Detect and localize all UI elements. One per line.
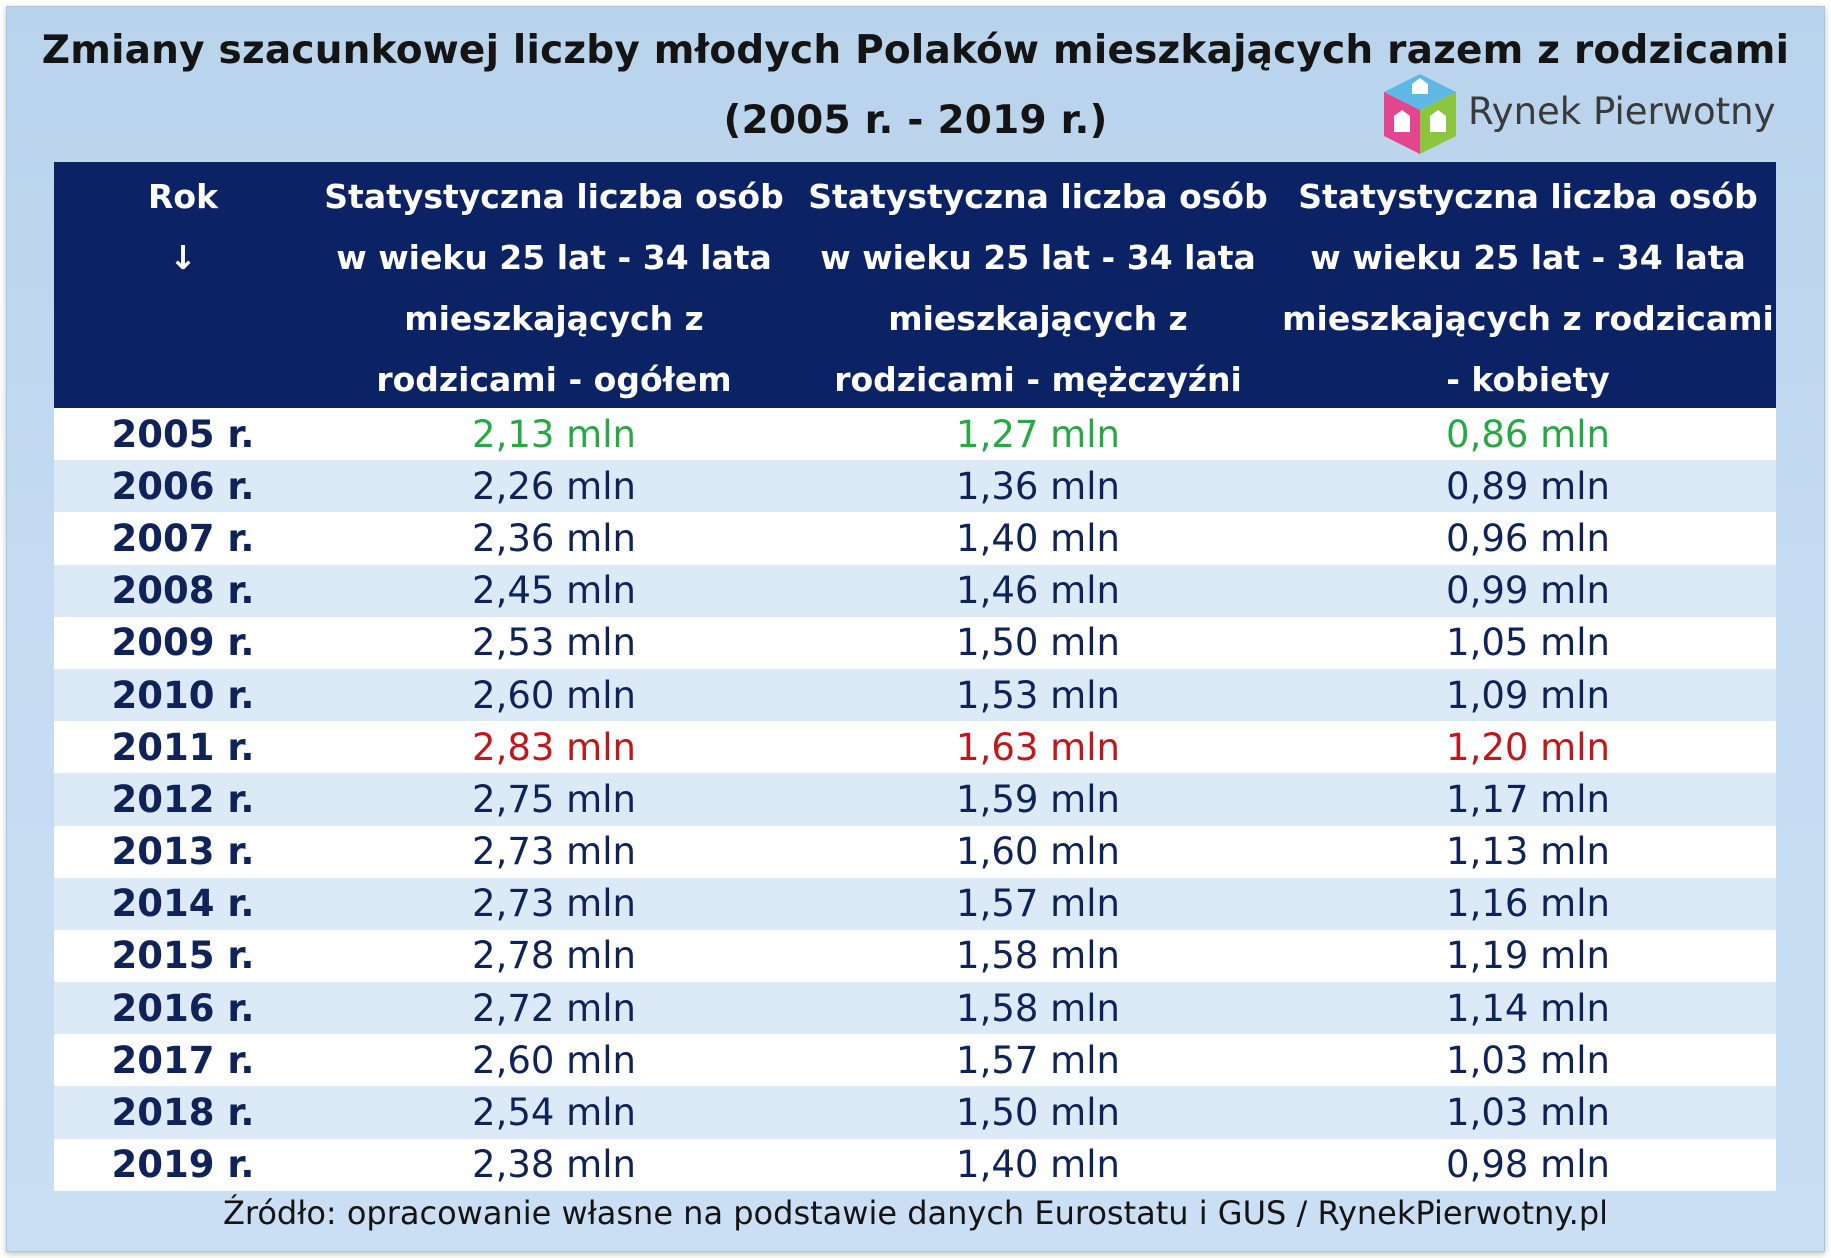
table-row: 2013 r. 2,73 mln 1,60 mln 1,13 mln — [54, 825, 1776, 878]
cell-year: 2013 r. — [111, 830, 255, 874]
cell-women: 1,03 mln — [1446, 1038, 1610, 1082]
table-row: 2017 r. 2,60 mln 1,57 mln 1,03 mln — [54, 1034, 1776, 1087]
cell-men: 1,60 mln — [956, 830, 1120, 874]
cell-women: 1,17 mln — [1446, 777, 1610, 821]
table-row: 2019 r. 2,38 mln 1,40 mln 0,98 mln — [54, 1138, 1776, 1191]
cell-total: 2,75 mln — [472, 777, 636, 821]
table-row: 2011 r. 2,83 mln 1,63 mln 1,20 mln — [54, 721, 1776, 774]
cell-year: 2015 r. — [111, 934, 255, 978]
table-row: 2018 r. 2,54 mln 1,50 mln 1,03 mln — [54, 1086, 1776, 1139]
cell-total: 2,78 mln — [472, 934, 636, 978]
cell-women: 1,19 mln — [1446, 934, 1610, 978]
cell-men: 1,40 mln — [956, 1143, 1120, 1187]
cell-women: 0,86 mln — [1446, 412, 1610, 456]
cell-men: 1,63 mln — [956, 725, 1120, 769]
cell-women: 1,20 mln — [1446, 725, 1610, 769]
table-row: 2006 r. 2,26 mln 1,36 mln 0,89 mln — [54, 460, 1776, 513]
cell-total: 2,60 mln — [472, 673, 636, 717]
cell-total: 2,36 mln — [472, 516, 636, 560]
cell-year: 2017 r. — [111, 1038, 255, 1082]
logo-text: Rynek Pierwotny — [1468, 90, 1776, 133]
cell-year: 2006 r. — [111, 464, 255, 508]
cell-men: 1,53 mln — [956, 673, 1120, 717]
cell-women: 0,89 mln — [1446, 464, 1610, 508]
cell-total: 2,60 mln — [472, 1038, 636, 1082]
table-row: 2005 r. 2,13 mln 1,27 mln 0,86 mln — [54, 408, 1776, 461]
table-body: 2005 r. 2,13 mln 1,27 mln 0,86 mln 2006 r. 2,… — [54, 408, 1776, 1191]
cell-year: 2008 r. — [111, 569, 255, 613]
cell-total: 2,72 mln — [472, 986, 636, 1030]
cell-women: 1,13 mln — [1446, 830, 1610, 874]
cell-total: 2,45 mln — [472, 569, 636, 613]
cell-year: 2014 r. — [111, 882, 255, 926]
cell-women: 1,05 mln — [1446, 621, 1610, 665]
cell-total: 2,83 mln — [472, 725, 636, 769]
cell-total: 2,73 mln — [472, 882, 636, 926]
cell-men: 1,58 mln — [956, 986, 1120, 1030]
table-row: 2016 r. 2,72 mln 1,58 mln 1,14 mln — [54, 982, 1776, 1035]
cell-total: 2,54 mln — [472, 1091, 636, 1135]
cell-year: 2016 r. — [111, 986, 255, 1030]
column-header-year: Rok ↓ — [54, 162, 312, 408]
cell-total: 2,53 mln — [472, 621, 636, 665]
arrow-down-icon: ↓ — [169, 238, 197, 277]
cell-men: 1,40 mln — [956, 516, 1120, 560]
data-table: Rok ↓ Statystyczna liczba osób w wieku 2… — [54, 162, 1776, 1191]
cell-total: 2,26 mln — [472, 464, 636, 508]
cell-total: 2,38 mln — [472, 1143, 636, 1187]
cell-women: 1,09 mln — [1446, 673, 1610, 717]
table-row: 2008 r. 2,45 mln 1,46 mln 0,99 mln — [54, 564, 1776, 617]
table-row: 2007 r. 2,36 mln 1,40 mln 0,96 mln — [54, 512, 1776, 565]
cell-year: 2019 r. — [111, 1143, 255, 1187]
cell-year: 2012 r. — [111, 777, 255, 821]
table-row: 2014 r. 2,73 mln 1,57 mln 1,16 mln — [54, 877, 1776, 930]
column-header-women: Statystyczna liczba osób w wieku 25 lat … — [1282, 177, 1774, 399]
table-header: Rok ↓ Statystyczna liczba osób w wieku 2… — [54, 162, 1776, 408]
cell-men: 1,58 mln — [956, 934, 1120, 978]
chart-title: Zmiany szacunkowej liczby młodych Polakó… — [41, 28, 1790, 73]
rynek-pierwotny-logo-icon — [1384, 74, 1456, 154]
chart-subtitle: (2005 r. - 2019 r.) — [723, 98, 1108, 143]
cell-total: 2,13 mln — [472, 412, 636, 456]
cell-men: 1,50 mln — [956, 621, 1120, 665]
cell-women: 0,98 mln — [1446, 1143, 1610, 1187]
source-note: Źródło: opracowanie własne na podstawie … — [222, 1194, 1609, 1232]
cell-total: 2,73 mln — [472, 830, 636, 874]
cell-women: 0,99 mln — [1446, 569, 1610, 613]
cell-year: 2007 r. — [111, 516, 255, 560]
table-row: 2012 r. 2,75 mln 1,59 mln 1,17 mln — [54, 773, 1776, 826]
column-header-total: Statystyczna liczba osób w wieku 25 lat … — [324, 177, 784, 399]
table-row: 2009 r. 2,53 mln 1,50 mln 1,05 mln — [54, 616, 1776, 669]
cell-women: 1,14 mln — [1446, 986, 1610, 1030]
cell-men: 1,46 mln — [956, 569, 1120, 613]
cell-men: 1,57 mln — [956, 882, 1120, 926]
cell-men: 1,27 mln — [956, 412, 1120, 456]
cell-women: 1,03 mln — [1446, 1091, 1610, 1135]
table-row: 2010 r. 2,60 mln 1,53 mln 1,09 mln — [54, 668, 1776, 722]
cell-year: 2009 r. — [111, 621, 255, 665]
column-header-label: Rok — [147, 177, 219, 216]
cell-women: 1,16 mln — [1446, 882, 1610, 926]
cell-men: 1,50 mln — [956, 1091, 1120, 1135]
cell-men: 1,36 mln — [956, 464, 1120, 508]
cell-year: 2018 r. — [111, 1091, 255, 1135]
cell-year: 2010 r. — [111, 673, 255, 717]
cell-year: 2011 r. — [111, 725, 255, 769]
cell-men: 1,57 mln — [956, 1038, 1120, 1082]
cell-men: 1,59 mln — [956, 777, 1120, 821]
column-header-men: Statystyczna liczba osób w wieku 25 lat … — [808, 177, 1268, 399]
cell-women: 0,96 mln — [1446, 516, 1610, 560]
table-row: 2015 r. 2,78 mln 1,58 mln 1,19 mln — [54, 929, 1776, 983]
cell-year: 2005 r. — [111, 412, 255, 456]
